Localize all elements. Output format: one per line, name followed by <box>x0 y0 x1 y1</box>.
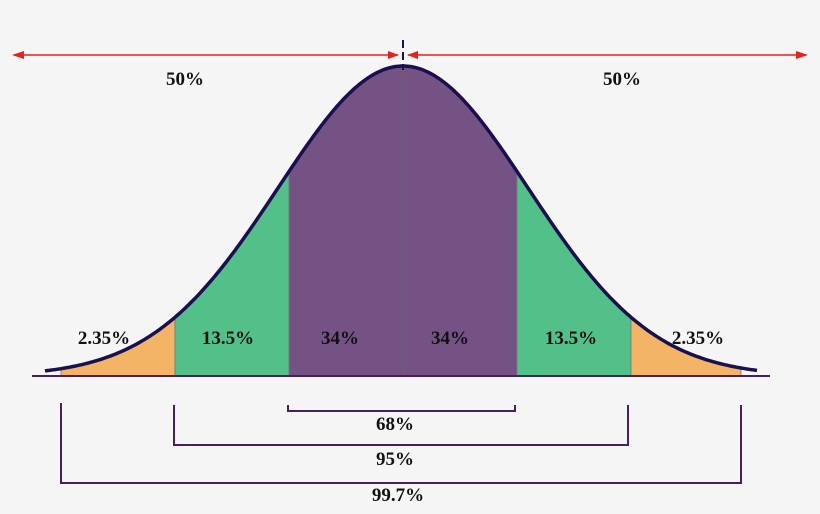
band1-left-label: 34% <box>321 328 359 349</box>
band1-right-label: 34% <box>431 328 469 349</box>
bracket-2sd <box>173 405 629 446</box>
band2-right-label: 13.5% <box>545 328 597 349</box>
left-half-label: 50% <box>166 69 204 90</box>
area-fills <box>60 65 742 377</box>
band2-left-label: 13.5% <box>202 328 254 349</box>
left-arrowhead-end-icon <box>388 51 399 59</box>
range-1sd-label: 68% <box>376 414 414 435</box>
right-arrowhead-end-icon <box>407 51 418 59</box>
range-3sd-label: 99.7% <box>372 485 424 506</box>
half-arrows <box>12 40 808 70</box>
right-arrowhead-icon <box>796 51 808 59</box>
range-2sd-label: 95% <box>376 449 414 470</box>
bell-curve <box>44 64 758 373</box>
bracket-3sd <box>60 403 742 484</box>
right-half-label: 50% <box>603 69 641 90</box>
bracket-1sd <box>287 405 516 412</box>
tail-right-label: 2.35% <box>672 328 724 349</box>
range-brackets <box>60 403 742 484</box>
tail-left-label: 2.35% <box>78 328 130 349</box>
left-arrowhead-icon <box>12 51 24 59</box>
